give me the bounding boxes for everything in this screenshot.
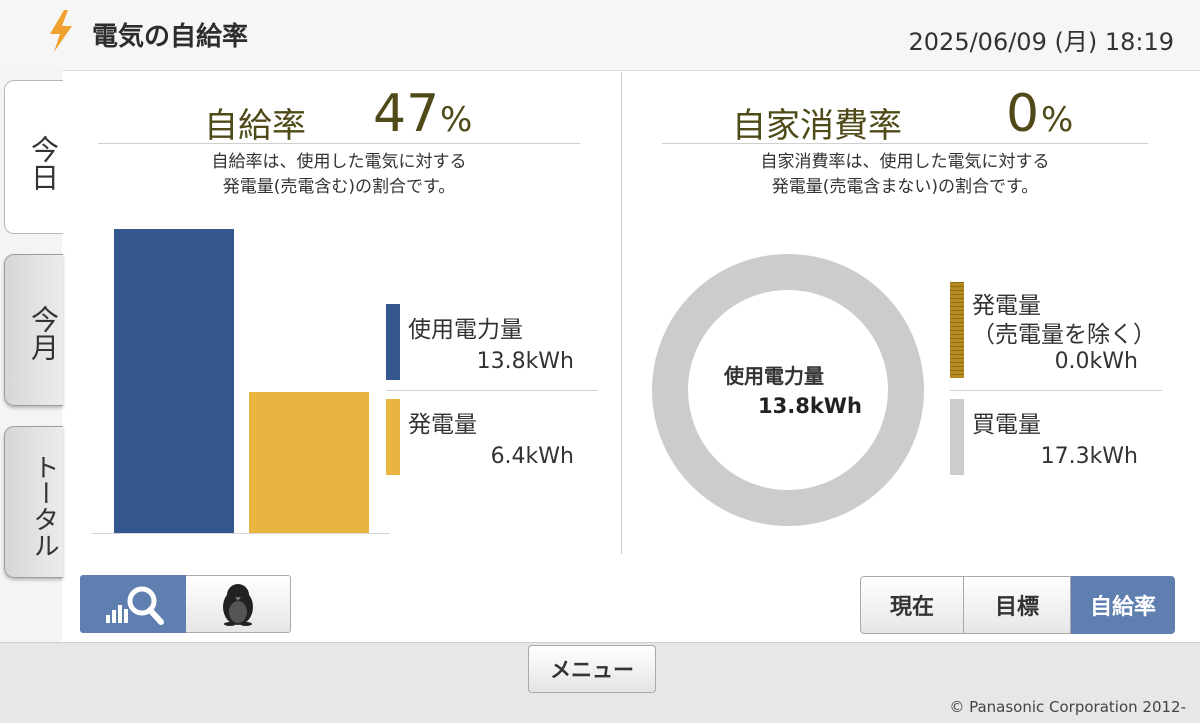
lightning-bolt-icon bbox=[50, 10, 72, 52]
legend-generation-value: 6.4kWh bbox=[490, 444, 574, 469]
right-legend-divider bbox=[950, 390, 1162, 391]
self-sufficiency-value: 47 bbox=[373, 84, 440, 144]
bar-chart-baseline bbox=[92, 533, 390, 534]
legend-divider bbox=[386, 390, 598, 391]
donut-center-value: 13.8kWh bbox=[758, 394, 862, 418]
self-sufficiency-title: 自給率 bbox=[204, 106, 306, 146]
mode-buttons: 現在 目標 自給率 bbox=[860, 576, 1175, 634]
panel-divider bbox=[621, 72, 622, 554]
legend-generation-swatch bbox=[386, 399, 400, 475]
self-sufficiency-description: 自給率は、使用した電気に対する 発電量(売電含む)の割合です。 bbox=[98, 150, 580, 200]
legend-self-consumed-swatch bbox=[950, 282, 964, 378]
tab-total-label: トータル bbox=[29, 454, 59, 558]
magnify-chart-icon bbox=[106, 586, 164, 625]
legend-usage-value: 13.8kWh bbox=[476, 349, 574, 374]
self-sufficiency-desc-line1: 自給率は、使用した電気に対する bbox=[211, 152, 467, 172]
copyright-text: © Panasonic Corporation 2012- bbox=[949, 698, 1186, 716]
main-panel bbox=[62, 70, 1200, 643]
legend-self-consumed-label: 発電量 bbox=[972, 293, 1041, 319]
legend-purchased-swatch bbox=[950, 399, 964, 475]
self-sufficiency-underline bbox=[98, 143, 580, 144]
self-consumption-value: 0 bbox=[1006, 84, 1040, 144]
self-consumption-desc-line2: 発電量(売電含まない)の割合です。 bbox=[771, 177, 1039, 197]
legend-usage-label: 使用電力量 bbox=[408, 317, 523, 343]
donut-segment-1 bbox=[652, 254, 924, 526]
header-bar: 電気の自給率 2025/06/09 (月) 18:19 bbox=[0, 0, 1200, 70]
chart-view-button[interactable] bbox=[80, 575, 186, 633]
bar-usage bbox=[114, 229, 234, 533]
penguin-icon bbox=[223, 584, 253, 626]
menu-button[interactable]: メニュー bbox=[528, 645, 656, 693]
mode-target-button[interactable]: 目標 bbox=[964, 576, 1071, 634]
legend-self-consumed-sublabel: （売電量を除く） bbox=[972, 322, 1156, 348]
self-sufficiency-desc-line2: 発電量(売電含む)の割合です。 bbox=[222, 177, 456, 197]
tab-this-month-label: 今月 bbox=[27, 305, 60, 361]
self-consumption-description: 自家消費率は、使用した電気に対する 発電量(売電含まない)の割合です。 bbox=[662, 150, 1148, 200]
character-view-button[interactable] bbox=[186, 575, 291, 633]
mode-current-button[interactable]: 現在 bbox=[860, 576, 964, 634]
view-toggle bbox=[80, 575, 291, 633]
self-consumption-underline bbox=[662, 143, 1148, 144]
legend-generation-label: 発電量 bbox=[408, 412, 477, 438]
tab-this-month[interactable]: 今月 bbox=[4, 254, 63, 406]
self-sufficiency-unit: % bbox=[440, 100, 473, 140]
bar-generation bbox=[249, 392, 369, 533]
tab-today-label: 今日 bbox=[27, 135, 60, 191]
self-consumption-unit: % bbox=[1041, 100, 1074, 140]
legend-purchased-value: 17.3kWh bbox=[1040, 444, 1138, 469]
tab-today[interactable]: 今日 bbox=[4, 80, 63, 234]
legend-usage-swatch bbox=[386, 304, 400, 380]
date-time: 2025/06/09 (月) 18:19 bbox=[908, 28, 1174, 56]
legend-self-consumed-value: 0.0kWh bbox=[1054, 349, 1138, 374]
donut-chart bbox=[652, 254, 924, 526]
legend-purchased-label: 買電量 bbox=[972, 412, 1041, 438]
mode-self-sufficiency-button[interactable]: 自給率 bbox=[1071, 576, 1175, 634]
donut-center-label: 使用電力量 bbox=[724, 364, 824, 388]
self-consumption-title: 自家消費率 bbox=[732, 106, 902, 146]
tab-total[interactable]: トータル bbox=[4, 426, 63, 578]
self-consumption-desc-line1: 自家消費率は、使用した電気に対する bbox=[760, 152, 1050, 172]
page-title: 電気の自給率 bbox=[92, 22, 249, 52]
